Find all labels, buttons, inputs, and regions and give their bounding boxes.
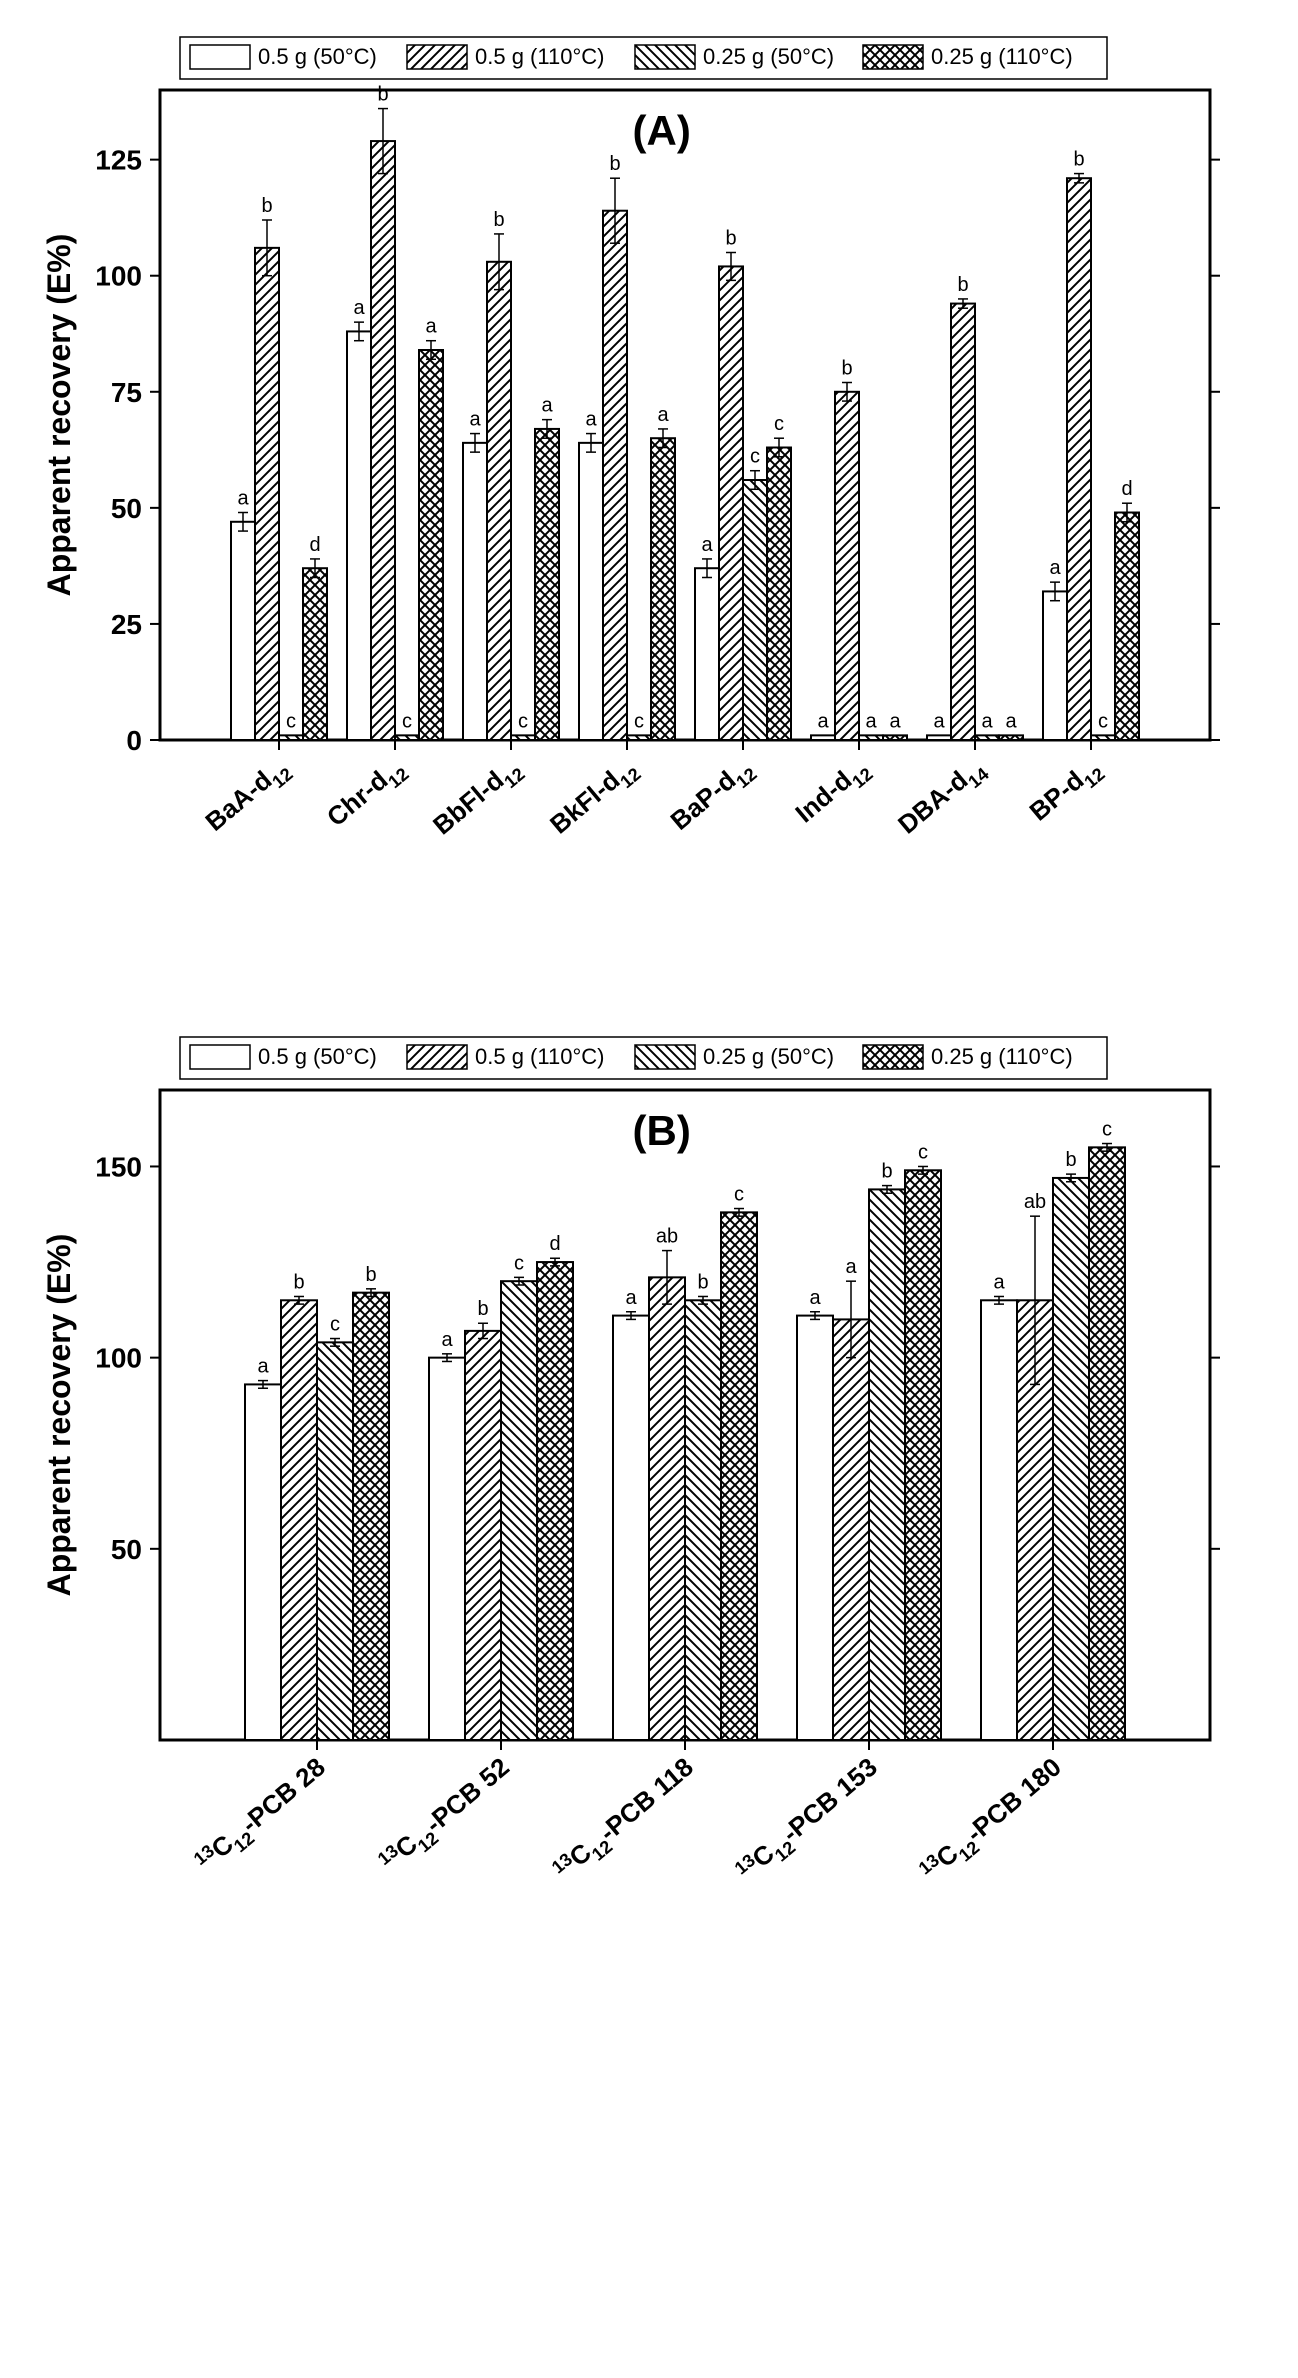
svg-text:a: a [981,710,993,732]
svg-text:a: a [425,316,437,338]
svg-text:d: d [549,1233,560,1255]
svg-text:(A): (A) [633,107,691,154]
svg-text:a: a [993,1271,1005,1293]
svg-text:a: a [657,404,669,426]
svg-text:d: d [1121,478,1132,500]
svg-text:13C12-PCB 118: 13C12-PCB 118 [548,1752,703,1890]
svg-text:c: c [286,710,296,732]
svg-text:a: a [585,409,597,431]
svg-text:a: a [809,1287,821,1309]
svg-text:c: c [750,446,760,468]
svg-text:b: b [377,84,388,106]
svg-text:b: b [1073,149,1084,171]
svg-text:b: b [725,228,736,250]
svg-text:b: b [697,1271,708,1293]
svg-text:100: 100 [95,261,142,292]
svg-text:b: b [1065,1149,1076,1171]
svg-text:ab: ab [656,1226,678,1248]
svg-text:50: 50 [111,1534,142,1565]
svg-text:0.25 g (50°C): 0.25 g (50°C) [703,1044,834,1069]
svg-text:d: d [309,534,320,556]
svg-text:c: c [330,1314,340,1336]
svg-text:125: 125 [95,145,142,176]
svg-text:c: c [514,1252,524,1274]
svg-text:c: c [402,710,412,732]
svg-text:0.5 g (110°C): 0.5 g (110°C) [475,44,604,69]
svg-text:0.25 g (50°C): 0.25 g (50°C) [703,44,834,69]
svg-text:Apparent recovery (E%): Apparent recovery (E%) [41,1234,77,1597]
svg-text:Ind-d12: Ind-d12 [789,752,876,833]
svg-text:a: a [701,534,713,556]
svg-text:a: a [1005,710,1017,732]
svg-text:0.5 g (50°C): 0.5 g (50°C) [258,44,377,69]
svg-text:0: 0 [126,725,142,756]
svg-text:b: b [609,153,620,175]
svg-text:Chr-d12: Chr-d12 [321,752,413,837]
svg-text:a: a [1049,557,1061,579]
svg-text:b: b [365,1264,376,1286]
chart-a-svg: 0 25 50 75 100 125 Apparent recovery (E%) a b c d B… [20,20,1240,920]
svg-text:b: b [957,274,968,296]
svg-text:a: a [817,710,829,732]
svg-text:13C12-PCB 52: 13C12-PCB 52 [374,1752,519,1882]
svg-text:a: a [469,409,481,431]
svg-text:a: a [933,710,945,732]
svg-text:a: a [353,297,365,319]
svg-text:a: a [865,710,877,732]
chart-b-svg: 50100150Apparent recovery (E%)abcb13C12-… [20,1020,1240,1920]
svg-text:(B): (B) [633,1107,691,1154]
svg-text:100: 100 [95,1343,142,1374]
svg-text:BbFl-d12: BbFl-d12 [427,752,529,845]
svg-text:b: b [881,1161,892,1183]
svg-text:0.25 g (110°C): 0.25 g (110°C) [931,1044,1073,1069]
svg-text:a: a [257,1356,269,1378]
svg-text:0.25 g (110°C): 0.25 g (110°C) [931,44,1073,69]
svg-text:13C12-PCB 153: 13C12-PCB 153 [731,1752,887,1891]
svg-text:a: a [845,1256,857,1278]
svg-text:0.5 g (110°C): 0.5 g (110°C) [475,1044,604,1069]
svg-text:c: c [1102,1119,1112,1141]
figure-container: 0255075100125Apparent recovery (E%)abcdB… [20,20,1278,1920]
svg-text:BaA-d12: BaA-d12 [199,752,296,842]
svg-text:BkFl-d12: BkFl-d12 [544,752,645,845]
svg-text:BaP-d12: BaP-d12 [665,752,761,841]
chart-a-wrapper: 0 25 50 75 100 125 Apparent recovery (E%) a b c d B… [20,20,1278,920]
svg-text:b: b [841,358,852,380]
svg-text:c: c [634,710,644,732]
svg-text:Apparent recovery (E%): Apparent recovery (E%) [41,234,77,597]
svg-text:13C12-PCB 28: 13C12-PCB 28 [190,1752,335,1882]
svg-text:b: b [493,209,504,231]
svg-text:50: 50 [111,493,142,524]
chart-b-wrapper: 50100150Apparent recovery (E%)abcb13C12-… [20,1020,1278,1920]
svg-text:c: c [918,1141,928,1163]
svg-text:c: c [774,413,784,435]
svg-text:150: 150 [95,1151,142,1182]
svg-text:c: c [1098,710,1108,732]
svg-text:ab: ab [1024,1191,1046,1213]
svg-text:75: 75 [111,377,142,408]
svg-text:a: a [441,1329,453,1351]
svg-text:DBA-d14: DBA-d14 [892,751,993,844]
svg-text:a: a [237,488,249,510]
svg-text:0.5 g (50°C): 0.5 g (50°C) [258,1044,377,1069]
svg-text:c: c [518,710,528,732]
svg-text:a: a [889,710,901,732]
svg-text:25: 25 [111,609,142,640]
svg-text:a: a [541,395,553,417]
svg-text:b: b [477,1298,488,1320]
svg-text:b: b [293,1271,304,1293]
svg-text:a: a [625,1287,637,1309]
svg-text:b: b [261,195,272,217]
svg-text:BP-d12: BP-d12 [1024,752,1109,832]
svg-text:c: c [734,1184,744,1206]
svg-text:13C12-PCB 180: 13C12-PCB 180 [915,1752,1071,1891]
